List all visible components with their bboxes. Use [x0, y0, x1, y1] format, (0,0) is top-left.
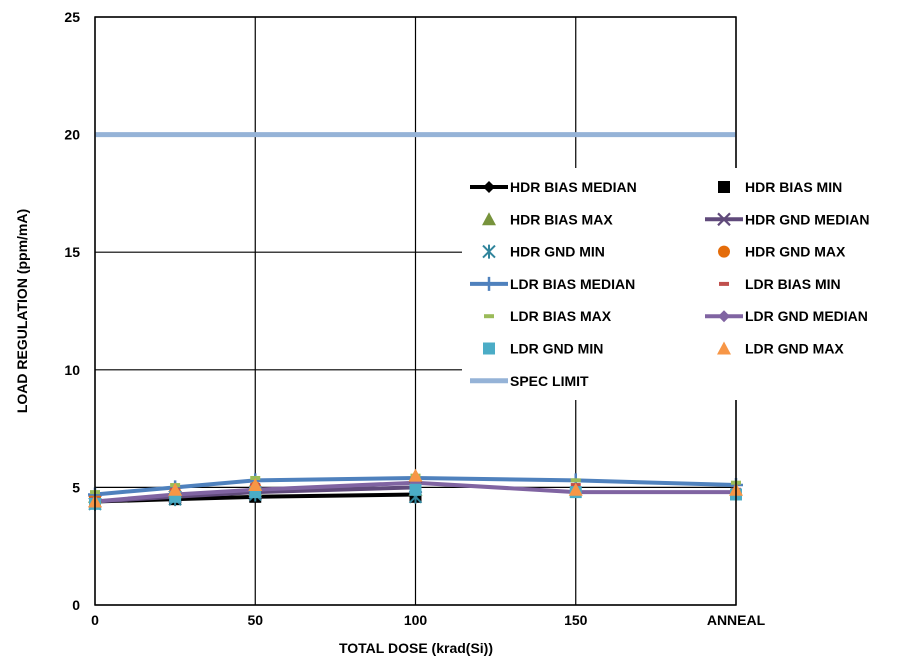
x-tick-label: 50	[247, 612, 263, 628]
legend-label: LDR BIAS MIN	[745, 276, 841, 292]
legend-marker	[482, 276, 496, 291]
legend-label: LDR GND MEDIAN	[745, 308, 868, 324]
legend-item: HDR GND MEDIAN	[705, 211, 869, 227]
data-point	[168, 482, 183, 496]
legend-item: LDR GND MAX	[717, 341, 844, 357]
x-axis-title: TOTAL DOSE (krad(Si))	[339, 640, 493, 656]
y-tick-label: 15	[64, 244, 80, 260]
legend-marker	[484, 314, 494, 319]
legend-label: HDR BIAS MEDIAN	[510, 179, 637, 195]
y-tick-label: 5	[72, 479, 80, 495]
legend-marker	[717, 341, 731, 355]
legend-label: LDR GND MAX	[745, 341, 844, 357]
legend-label: HDR GND MEDIAN	[745, 211, 869, 227]
series-lines	[94, 132, 737, 504]
x-tick-label: 0	[91, 612, 99, 628]
data-point	[570, 478, 581, 483]
x-tick-label: 100	[404, 612, 428, 628]
legend-item: LDR GND MIN	[483, 341, 603, 357]
y-tick-label: 0	[72, 597, 80, 613]
legend-item: HDR BIAS MAX	[482, 211, 613, 227]
series-line	[94, 480, 736, 504]
legend-marker	[718, 310, 730, 323]
legend-marker	[482, 244, 496, 259]
legend-item: HDR GND MIN	[482, 244, 605, 260]
x-tick-label: 150	[564, 612, 588, 628]
y-tick-label: 20	[64, 127, 80, 143]
legend-marker	[483, 342, 495, 355]
data-point	[568, 482, 583, 496]
legend-label: HDR BIAS MIN	[745, 179, 842, 195]
legend-marker	[718, 245, 730, 258]
data-point	[409, 483, 422, 496]
legend-label: HDR BIAS MAX	[510, 211, 613, 227]
y-tick-label: 10	[64, 362, 80, 378]
legend-item: HDR BIAS MIN	[718, 179, 842, 195]
legend-marker	[483, 181, 495, 193]
data-point	[408, 468, 423, 482]
data-point	[250, 475, 261, 480]
x-tick-label: ANNEAL	[707, 612, 766, 628]
legend-item: HDR GND MAX	[718, 244, 846, 260]
legend-marker	[719, 281, 729, 286]
legend-marker	[717, 212, 731, 227]
y-ticks: 0 5 10 15 20 25	[64, 9, 80, 613]
legend-label: SPEC LIMIT	[510, 373, 589, 389]
legend-item: LDR BIAS MEDIAN	[470, 276, 635, 292]
series-line	[94, 475, 737, 497]
legend-label: HDR GND MIN	[510, 244, 605, 260]
legend-item: HDR BIAS MEDIAN	[470, 179, 637, 195]
legend-item: LDR GND MEDIAN	[705, 308, 868, 324]
legend-label: LDR BIAS MAX	[510, 308, 612, 324]
legend-background	[462, 168, 920, 400]
legend: HDR BIAS MEDIAN HDR BIAS MIN HDR BIAS MAX H…	[462, 168, 920, 400]
legend-item: LDR BIAS MIN	[719, 276, 841, 292]
legend-item: LDR BIAS MAX	[484, 308, 612, 324]
data-point	[248, 478, 263, 492]
legend-label: HDR GND MAX	[745, 244, 846, 260]
y-axis-title: LOAD REGULATION (ppm/mA)	[14, 209, 30, 413]
x-ticks: 0 50 100 150 ANNEAL	[91, 612, 766, 628]
legend-label: LDR BIAS MEDIAN	[510, 276, 635, 292]
legend-item: SPEC LIMIT	[470, 373, 589, 389]
legend-marker	[482, 212, 496, 226]
y-tick-label: 25	[64, 9, 80, 25]
legend-marker	[718, 181, 730, 193]
legend-label: LDR GND MIN	[510, 341, 603, 357]
